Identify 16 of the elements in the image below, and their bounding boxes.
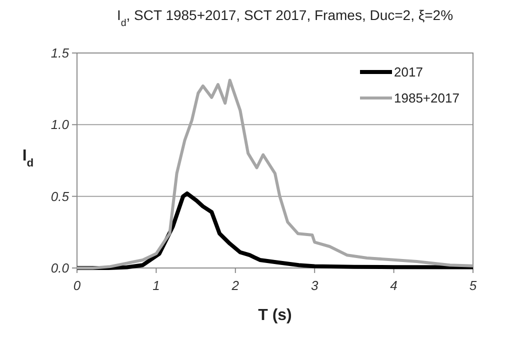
y-tick-label: 0.5 [50,188,70,204]
x-axis-title: T (s) [258,307,292,324]
legend-label: 2017 [394,64,423,80]
legend-label: 1985+2017 [394,90,460,106]
chart-title: I$_{d}$, SCT 1985+2017, SCT 2017, Frames, Duc=2, ξ=2% [116,7,454,28]
x-tick-label: 0 [73,278,82,293]
x-tick-label: 3 [310,278,319,293]
x-tick-label: 1 [152,278,160,293]
y-tick-label: 0.0 [50,260,70,276]
x-tick-label: 2 [230,278,240,293]
x-tick-label: 5 [469,278,478,293]
y-axis-title: I$_{d}$ [22,148,34,170]
x-tick-label: 4 [390,278,398,293]
y-tick-label: 1.5 [50,46,70,61]
y-tick-label: 1.0 [50,117,70,132]
line-series [76,78,474,270]
